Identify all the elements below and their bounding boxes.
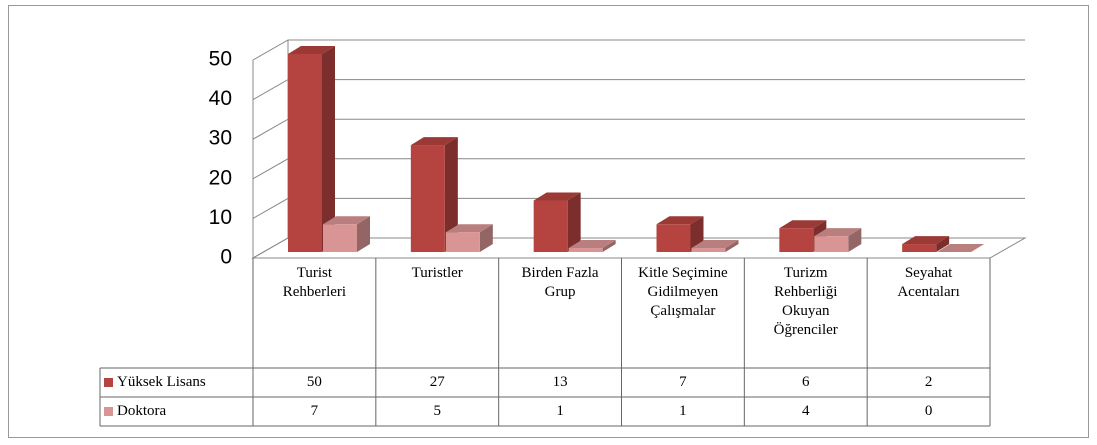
y-tick-label: 50	[209, 48, 232, 71]
table-value-text: 1	[556, 403, 564, 419]
category-label: Birden Fazla Grup	[499, 258, 622, 368]
legend-entry: Doktora	[100, 397, 166, 426]
table-value: 0	[867, 397, 990, 426]
y-tick-label: 10	[209, 206, 232, 229]
category-label: Seyahat Acentaları	[867, 258, 990, 368]
table-value: 5	[376, 397, 499, 426]
table-value-text: 4	[801, 403, 810, 419]
category-label-text: Kitle Seçimine Gidilmeyen Çalışmalar	[638, 265, 728, 319]
bar	[691, 248, 726, 252]
bar	[902, 244, 937, 252]
legend-label: Doktora	[117, 403, 167, 419]
bar-top	[410, 137, 458, 146]
legend-label: Yüksek Lisans	[117, 374, 206, 390]
category-label-text: Turist Rehberleri	[282, 265, 347, 300]
table-value-text: 7	[310, 403, 319, 419]
table-value-text: 7	[679, 374, 687, 390]
bar-side	[322, 46, 335, 252]
table-value: 50	[253, 368, 376, 397]
table-value-text: 6	[801, 374, 810, 390]
bar	[410, 145, 445, 252]
legend-swatch	[104, 378, 113, 387]
table-value: 1	[622, 397, 745, 426]
table-value: 27	[376, 368, 499, 397]
table-value: 1	[499, 397, 622, 426]
bar-side	[725, 240, 739, 252]
y-tick-label: 0	[220, 246, 232, 269]
bar	[814, 236, 849, 252]
table-value-text: 13	[552, 374, 568, 390]
bar-side	[936, 236, 950, 252]
table-value-text: 5	[433, 403, 441, 419]
table-value-text: 0	[924, 403, 933, 419]
category-label: Turistler	[376, 258, 499, 368]
y-tick-label: 30	[209, 127, 232, 150]
bar-side	[602, 240, 616, 252]
category-label: Turizm Rehberliği Okuyan Öğrenciler	[744, 258, 867, 368]
bar-top	[902, 236, 950, 245]
bar	[533, 200, 568, 252]
table-value-text: 1	[679, 403, 687, 419]
category-label-text: Turizm Rehberliği Okuyan Öğrenciler	[773, 265, 838, 338]
category-label: Turist Rehberleri	[253, 258, 376, 368]
table-value: 4	[744, 397, 867, 426]
bar-top	[937, 244, 985, 252]
category-label: Kitle Seçimine Gidilmeyen Çalışmalar	[622, 258, 745, 368]
bar-top	[568, 240, 616, 249]
legend-entry: Yüksek Lisans	[100, 368, 206, 397]
bar	[779, 228, 814, 252]
legend-swatch	[104, 407, 113, 416]
table-value: 7	[622, 368, 745, 397]
table-value: 6	[744, 368, 867, 397]
bar-top	[656, 216, 704, 225]
bar-top	[814, 228, 862, 237]
table-value: 2	[867, 368, 990, 397]
bar-top	[779, 220, 827, 229]
bar-side	[357, 216, 370, 252]
bar-side	[567, 192, 581, 252]
category-label-text: Birden Fazla Grup	[521, 265, 599, 300]
bar-top	[288, 46, 335, 54]
y-tick-label: 20	[209, 166, 232, 189]
table-value-text: 2	[924, 374, 933, 390]
bar	[445, 232, 480, 252]
bar-top	[323, 216, 370, 225]
table-value: 13	[499, 368, 622, 397]
bar	[288, 54, 322, 252]
table-value-text: 27	[429, 374, 445, 390]
bar-top	[691, 240, 739, 249]
bar-top	[445, 224, 493, 233]
bar	[656, 224, 691, 252]
bar-top	[533, 192, 581, 201]
bar	[323, 224, 357, 252]
category-label-text: Turistler	[411, 265, 463, 281]
y-tick-label: 40	[209, 87, 232, 110]
bar-side	[444, 137, 458, 252]
table-value-text: 50	[306, 374, 322, 390]
grid-line	[252, 39, 1025, 61]
bar-side	[479, 224, 493, 252]
bar	[568, 248, 603, 252]
bar-side	[848, 228, 862, 252]
table-value: 7	[253, 397, 376, 426]
category-label-text: Seyahat Acentaları	[897, 265, 960, 300]
